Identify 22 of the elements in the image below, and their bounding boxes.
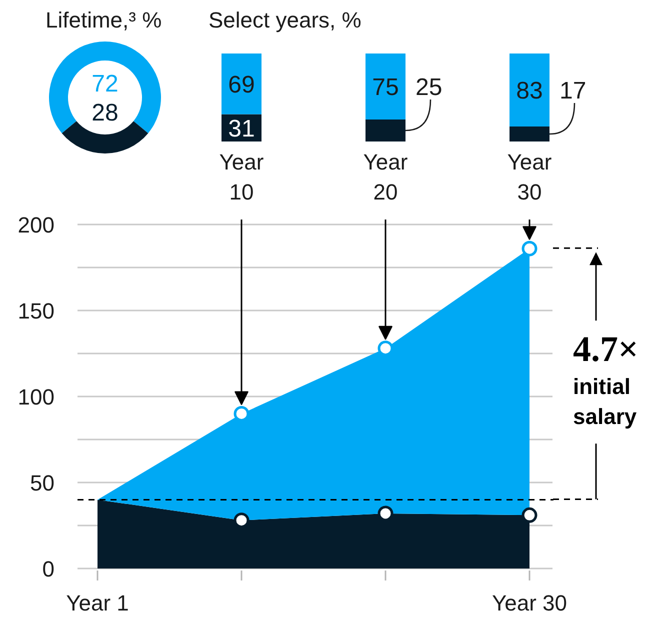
x-tick-label: Year 20 [363,150,408,204]
data-label: 75 [372,74,399,101]
data-label: 69 [228,71,255,98]
data-label: 83 [516,78,543,105]
data-label: 72 [92,70,118,98]
text: 4.7× [573,328,640,369]
data-label: 17 [560,78,586,105]
chart-title: Select years, % [208,8,362,32]
x-tick-label: Year 10 [219,150,264,204]
data-label: 25 [416,74,442,101]
data-label: 28 [92,100,118,126]
chart-title: Lifetime,³ % [46,8,162,32]
x-tick-label: Year 30 [507,150,552,204]
y-tick-label: 150 [18,298,55,324]
y-tick-label: 200 [18,212,55,238]
y-tick-label: 50 [30,470,55,496]
x-tick-label: Year 30 [492,590,568,616]
y-tick-label: 0 [42,556,55,582]
data-label: 31 [228,115,255,142]
y-tick-label: 100 [18,384,55,410]
text: initial salary [573,372,638,431]
x-tick-label: Year 1 [66,590,129,616]
